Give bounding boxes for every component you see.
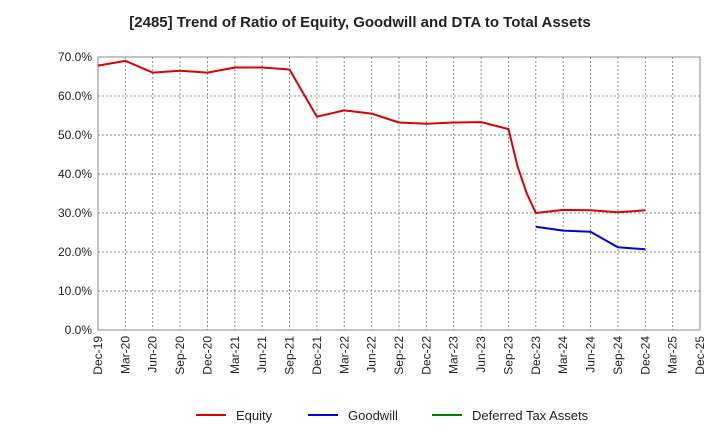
x-tick-label: Jun-24 [584,336,598,373]
x-tick-label: Jun-23 [474,336,488,373]
x-axis-ticks: Dec-19 Mar-20 Jun-20 Sep-20 Dec-20 Mar-21 Jun-… [91,336,707,375]
grid-layer [98,57,700,330]
x-tick-label: Mar-23 [447,336,461,374]
x-tick-label: Sep-22 [392,336,406,375]
y-axis-ticks: 0.0% 10.0% 20.0% 30.0% 40.0% 50.0% 60.0% 70.0% [58,50,92,337]
x-tick-label: Jun-22 [365,336,379,373]
x-tick-label: Dec-24 [638,336,652,375]
x-tick-label: Sep-23 [501,336,515,375]
x-tick-label: Mar-22 [337,336,351,374]
x-tick-label: Dec-19 [91,336,105,375]
x-tick-label: Mar-24 [556,336,570,374]
y-tick-label: 20.0% [58,245,92,259]
x-tick-label: Mar-21 [228,336,242,374]
x-tick-label: Dec-23 [529,336,543,375]
x-tick-label: Jun-21 [255,336,269,373]
y-tick-label: 50.0% [58,128,92,142]
y-tick-label: 30.0% [58,206,92,220]
x-tick-label: Mar-25 [666,336,680,374]
y-tick-label: 40.0% [58,167,92,181]
x-tick-label: Sep-21 [283,336,297,375]
legend: Equity Goodwill Deferred Tax Assets [196,408,589,423]
legend-label-equity: Equity [236,408,273,423]
x-tick-label: Dec-20 [200,336,214,375]
y-tick-label: 70.0% [58,50,92,64]
x-tick-label: Dec-21 [310,336,324,375]
x-tick-label: Mar-20 [118,336,132,374]
plot-frame [97,56,701,331]
legend-label-goodwill: Goodwill [348,408,398,423]
x-tick-label: Jun-20 [146,336,160,373]
x-tick-label: Dec-25 [693,336,707,375]
y-tick-label: 60.0% [58,89,92,103]
series-line-goodwill [535,225,646,251]
x-tick-label: Sep-20 [173,336,187,375]
chart-title: [2485] Trend of Ratio of Equity, Goodwil… [129,14,591,31]
legend-label-deferred-tax-assets: Deferred Tax Assets [472,408,589,423]
y-tick-label: 10.0% [58,284,92,298]
series-line-equity [97,59,646,214]
x-tick-label: Sep-24 [611,336,625,375]
series-layer [97,59,646,251]
x-tick-label: Dec-22 [419,336,433,375]
y-tick-label: 0.0% [65,323,93,337]
